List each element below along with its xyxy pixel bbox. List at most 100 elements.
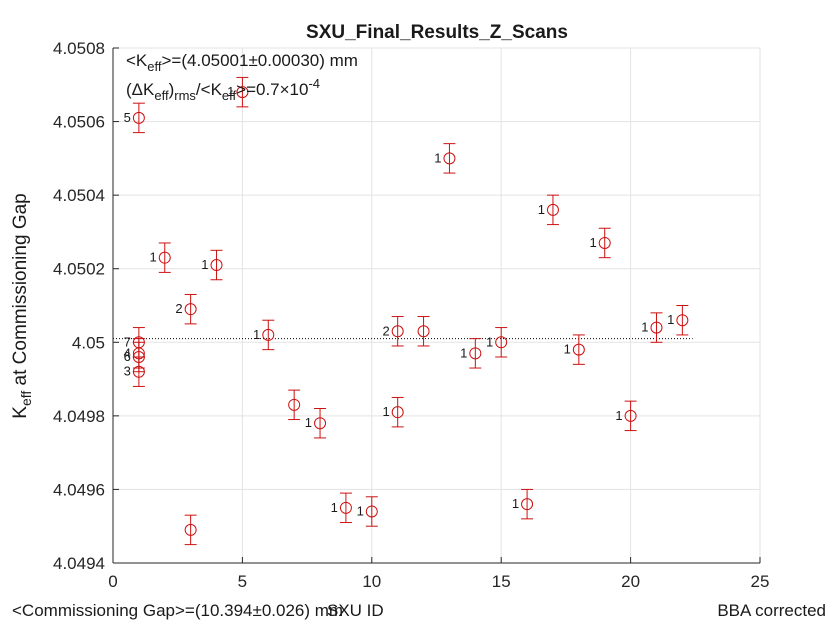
point-marker <box>495 336 508 349</box>
mean-annotation: <Keff>=(4.05001±0.00030) mm <box>126 51 358 74</box>
point-count-label: 1 <box>331 500 338 515</box>
point-count-label: 1 <box>150 250 157 265</box>
point-marker <box>132 365 145 378</box>
point-count-label: 2 <box>175 301 182 316</box>
data-point <box>184 293 197 325</box>
point-count-label: 1 <box>460 345 467 360</box>
point-marker <box>546 203 559 216</box>
point-count-label: 1 <box>589 235 596 250</box>
y-tick-label: 4.0508 <box>53 39 105 58</box>
data-point <box>314 408 327 439</box>
point-marker <box>184 523 197 536</box>
data-point <box>262 319 275 351</box>
point-count-label: 1 <box>253 327 260 342</box>
data-point <box>365 496 378 527</box>
point-count-label: 6 <box>124 349 131 364</box>
x-tick-label: 20 <box>621 572 640 591</box>
point-marker <box>158 251 171 264</box>
point-marker <box>262 328 275 341</box>
data-point <box>288 389 301 421</box>
point-marker <box>443 152 456 165</box>
point-count-label: 1 <box>538 202 545 217</box>
rms-annotation: (ΔKeff)rms/<Keff>=0.7×10-4 <box>126 76 320 103</box>
point-marker <box>132 111 145 124</box>
point-marker <box>391 325 404 338</box>
data-point <box>339 492 352 524</box>
point-count-label: 1 <box>615 408 622 423</box>
point-marker <box>417 325 430 338</box>
bba-corrected-note: BBA corrected <box>717 601 826 620</box>
y-tick-label: 4.05 <box>72 333 105 352</box>
point-marker <box>391 406 404 419</box>
data-point <box>236 76 249 108</box>
point-marker <box>210 259 223 272</box>
x-tick-label: 25 <box>751 572 770 591</box>
point-marker <box>676 314 689 327</box>
point-count-label: 4 <box>124 345 131 360</box>
data-points <box>132 76 689 546</box>
y-tick-label: 4.0498 <box>53 407 105 426</box>
point-count-label: 1 <box>667 312 674 327</box>
data-point <box>650 312 663 343</box>
grid <box>112 47 761 564</box>
x-tick-label: 0 <box>108 572 117 591</box>
data-point <box>184 514 197 546</box>
point-count-label: 1 <box>512 496 519 511</box>
point-marker <box>650 321 663 334</box>
point-marker <box>314 417 327 430</box>
point-count-label: 1 <box>227 84 234 99</box>
x-tick-label: 15 <box>492 572 511 591</box>
data-point <box>572 334 585 365</box>
point-count-label: 1 <box>357 504 364 519</box>
point-count-label: 1 <box>641 320 648 335</box>
point-marker <box>572 343 585 356</box>
data-point <box>443 143 456 174</box>
data-point <box>417 316 430 347</box>
point-count-label: 1 <box>382 404 389 419</box>
commissioning-gap-note: <Commissioning Gap>=(10.394±0.026) mm <box>12 601 344 620</box>
point-marker <box>288 398 301 411</box>
point-count-label: 5 <box>124 110 131 125</box>
data-point <box>391 396 404 428</box>
point-marker <box>184 303 197 316</box>
data-point <box>521 488 534 520</box>
data-point <box>598 227 611 259</box>
x-axis-label: SXU ID <box>327 601 384 620</box>
axes: 0 5 10 15 20 254.04944.04964.04984.054.05024.… <box>53 39 769 591</box>
data-point <box>495 327 508 358</box>
y-tick-label: 4.0506 <box>53 113 105 132</box>
data-point <box>391 316 404 347</box>
point-count-label: 2 <box>382 323 389 338</box>
point-marker <box>624 409 637 422</box>
point-marker <box>598 236 611 249</box>
point-count-label: 3 <box>124 364 131 379</box>
data-point <box>676 305 689 336</box>
point-marker <box>365 505 378 518</box>
y-tick-label: 4.0504 <box>53 186 105 205</box>
data-point <box>546 194 559 226</box>
x-tick-label: 5 <box>238 572 247 591</box>
data-point <box>158 242 171 273</box>
point-count-label: 1 <box>434 150 441 165</box>
y-tick-label: 4.0502 <box>53 260 105 279</box>
point-count-label: 7 <box>124 334 131 349</box>
data-point <box>210 249 223 281</box>
x-tick-label: 10 <box>362 572 381 591</box>
point-marker <box>236 86 249 99</box>
y-tick-label: 4.0494 <box>53 554 105 573</box>
data-point <box>624 400 637 432</box>
data-point <box>132 356 145 387</box>
chart-title: SXU_Final_Results_Z_Scans <box>306 22 568 43</box>
point-marker <box>469 347 482 360</box>
data-point <box>469 338 482 369</box>
point-marker <box>521 498 534 511</box>
y-tick-label: 4.0496 <box>53 480 105 499</box>
point-count-label: 1 <box>564 342 571 357</box>
y-axis-label: Keff at Commissioning Gap <box>10 193 34 418</box>
point-count-label: 1 <box>486 334 493 349</box>
data-point <box>132 102 145 134</box>
point-count-label: 1 <box>201 257 208 272</box>
